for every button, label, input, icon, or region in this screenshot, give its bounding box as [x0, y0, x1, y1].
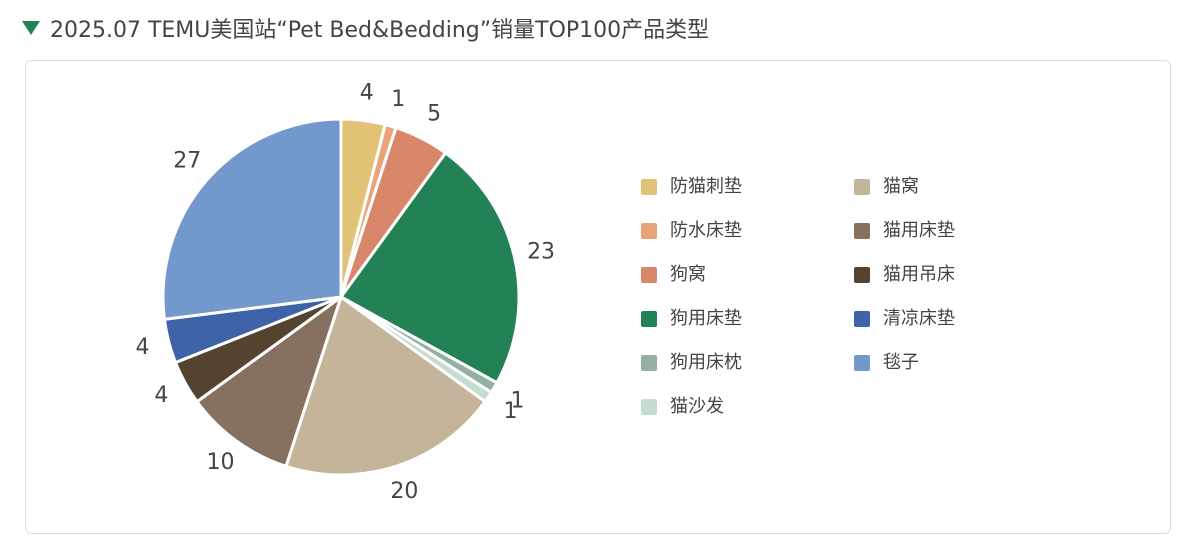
- pie-slice: [161, 117, 343, 321]
- legend-swatch: [854, 179, 870, 195]
- legend-label: 防猫刺垫: [670, 176, 742, 197]
- chart-title: 2025.07 TEMU美国站“Pet Bed&Bedding”销量TOP100…: [50, 18, 710, 43]
- pie-slice: [284, 294, 488, 477]
- data-label: 4: [360, 81, 374, 106]
- legend-label: 清凉床垫: [883, 308, 955, 329]
- data-label: 4: [135, 335, 149, 360]
- legend-label: 狗用床垫: [670, 308, 742, 329]
- legend-swatch: [854, 355, 870, 371]
- title-icon: [22, 21, 40, 35]
- data-label: 10: [207, 450, 235, 475]
- legend-swatch: [854, 223, 870, 239]
- data-label: 20: [390, 479, 418, 504]
- legend-label: 猫用床垫: [883, 220, 955, 241]
- data-label: 1: [504, 399, 518, 424]
- legend-label: 狗用床枕: [670, 352, 742, 373]
- pie-slice: [338, 150, 521, 385]
- chart-card: [25, 60, 1171, 534]
- header: 2025.07 TEMU美国站“Pet Bed&Bedding”销量TOP100…: [22, 12, 709, 44]
- data-label: 27: [173, 148, 201, 173]
- legend-label: 猫窝: [883, 176, 919, 197]
- legend-label: 狗窝: [670, 264, 706, 285]
- data-label: 1: [510, 388, 524, 413]
- legend-swatch: [641, 311, 657, 327]
- data-label: 1: [391, 87, 405, 112]
- legend-swatch: [854, 311, 870, 327]
- data-label: 23: [527, 239, 555, 264]
- legend-label: 毯子: [883, 352, 919, 373]
- legend-swatch: [641, 355, 657, 371]
- legend-label: 猫沙发: [670, 396, 724, 417]
- legend-swatch: [641, 399, 657, 415]
- legend-label: 猫用吊床: [883, 264, 955, 285]
- legend-label: 防水床垫: [670, 220, 742, 241]
- legend-swatch: [641, 267, 657, 283]
- legend-swatch: [641, 179, 657, 195]
- pie-slice: [194, 293, 344, 469]
- data-label: 5: [427, 101, 441, 126]
- data-label: 4: [154, 383, 168, 408]
- legend-swatch: [641, 223, 657, 239]
- legend-swatch: [854, 267, 870, 283]
